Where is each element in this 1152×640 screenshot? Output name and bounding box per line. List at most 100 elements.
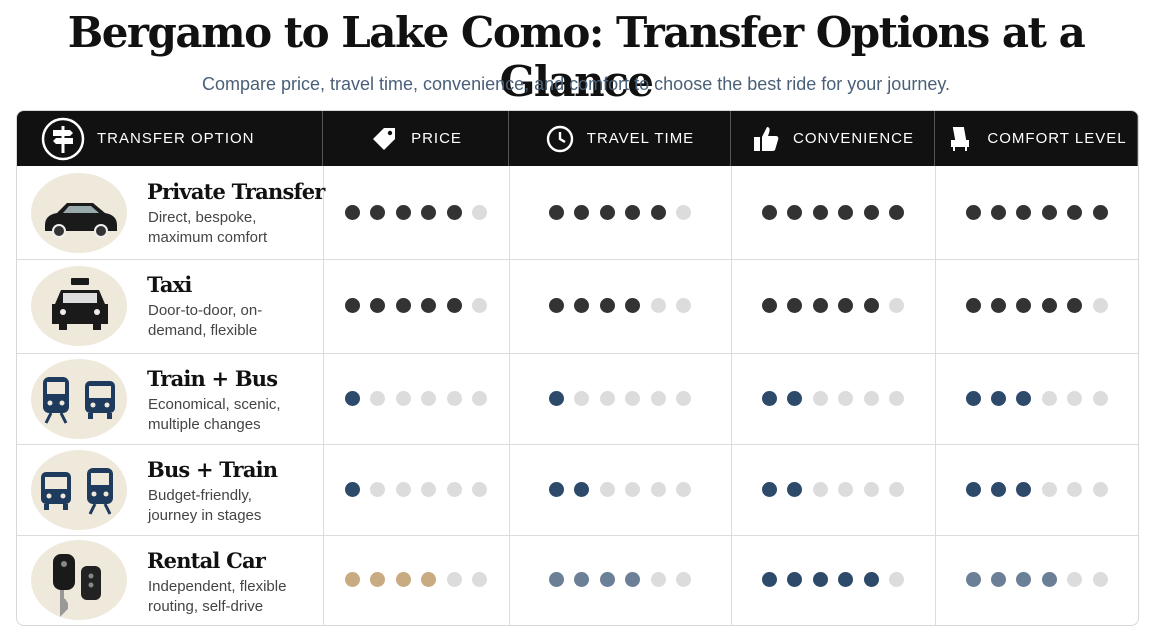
rating-dot [762, 390, 777, 406]
rating-dot [472, 481, 487, 497]
option-description: Direct, bespoke, maximum comfort [148, 209, 268, 246]
rating-dot [838, 481, 854, 497]
rating-dot [599, 204, 615, 220]
rating-dot [574, 481, 590, 497]
option-name: Private Transfer [147, 179, 325, 204]
rating-dot [889, 572, 904, 587]
rating-dot [1067, 204, 1083, 220]
rating-dot [838, 298, 854, 313]
rating-dot [395, 481, 411, 497]
rating-dot [650, 298, 666, 313]
rating-dot [421, 572, 437, 587]
rating-dot [889, 390, 904, 406]
option-description: Door-to-door, on-demand, flexible [148, 302, 263, 339]
rating-dot [863, 390, 879, 406]
option-icon [31, 540, 127, 620]
rating-dot [370, 298, 386, 313]
rating-dot [965, 481, 981, 497]
rating-dot [1016, 572, 1032, 587]
rating-dot [1041, 481, 1057, 497]
rating-dot [599, 481, 615, 497]
rating-dot [574, 572, 590, 587]
option-icon [31, 449, 127, 530]
rating-dot [421, 298, 437, 313]
rating-dot [1016, 204, 1032, 220]
comparison-table: TRANSFER OPTION PRICE TRAVEL TIME CONVENIEN… [16, 110, 1139, 626]
rating-dot [965, 204, 981, 220]
rating-dot [863, 298, 879, 313]
rating-dot [345, 298, 360, 313]
column-divider [731, 166, 732, 625]
rating-dot [395, 298, 411, 313]
rating-dot [345, 572, 360, 587]
rating-dot [990, 204, 1006, 220]
rating-dot [965, 572, 981, 587]
rating-dot [787, 390, 803, 406]
rating-dot [787, 204, 803, 220]
rating-dot [345, 204, 360, 220]
rating-dot [1016, 390, 1032, 406]
column-label: PRICE [411, 130, 462, 147]
rating-dot [863, 481, 879, 497]
rating-dot [574, 298, 590, 313]
rating-dot [472, 390, 487, 406]
option-icon [31, 358, 127, 439]
column-divider [323, 166, 324, 625]
rating-dot [990, 298, 1006, 313]
rating-dot [549, 390, 564, 406]
rating-dot [650, 390, 666, 406]
rating-dot [889, 298, 904, 313]
rating-dot [446, 298, 462, 313]
rating-dot [1067, 298, 1083, 313]
column-header: COMFORT LEVEL [935, 111, 1138, 166]
rating-dot [812, 572, 828, 587]
rating-dot [889, 481, 904, 497]
rating-dot [787, 481, 803, 497]
option-description: Independent, flexible routing, self-driv… [148, 578, 287, 615]
rating-dot [1067, 572, 1083, 587]
rating-dot [650, 481, 666, 497]
rating-dot [345, 390, 360, 406]
rating-dot [838, 204, 854, 220]
rating-dot [421, 390, 437, 406]
rating-dot [838, 572, 854, 587]
rating-dot [1041, 298, 1057, 313]
row-divider [17, 259, 1138, 260]
option-name: Rental Car [147, 548, 266, 573]
rating-dot [1041, 204, 1057, 220]
column-label: COMFORT LEVEL [987, 130, 1127, 147]
rating-dot [1092, 204, 1108, 220]
column-label: CONVENIENCE [792, 130, 915, 147]
column-label: TRANSFER OPTION [97, 130, 255, 147]
rating-dot [1041, 390, 1057, 406]
rating-dot [676, 572, 691, 587]
rating-dot [345, 481, 360, 497]
rating-dot [1092, 298, 1108, 313]
rating-dot [838, 390, 854, 406]
row-divider [17, 353, 1138, 354]
rating-dot [787, 572, 803, 587]
column-header: PRICE [323, 111, 509, 166]
rating-dot [625, 481, 641, 497]
rating-dot [1092, 572, 1108, 587]
column-label: TRAVEL TIME [586, 130, 695, 147]
rating-dot [812, 204, 828, 220]
rating-dot [446, 390, 462, 406]
rating-dot [990, 390, 1006, 406]
rating-dot [395, 204, 411, 220]
option-icon [31, 266, 127, 346]
rating-dot [395, 572, 411, 587]
column-header: TRAVEL TIME [509, 111, 731, 166]
rating-dot [676, 390, 691, 406]
rating-dot [676, 481, 691, 497]
rating-dot [446, 204, 462, 220]
rating-dot [472, 298, 487, 313]
rating-dot [762, 298, 777, 313]
rating-dot [599, 298, 615, 313]
rating-dot [625, 204, 641, 220]
rating-dot [370, 204, 386, 220]
rating-dot [599, 390, 615, 406]
